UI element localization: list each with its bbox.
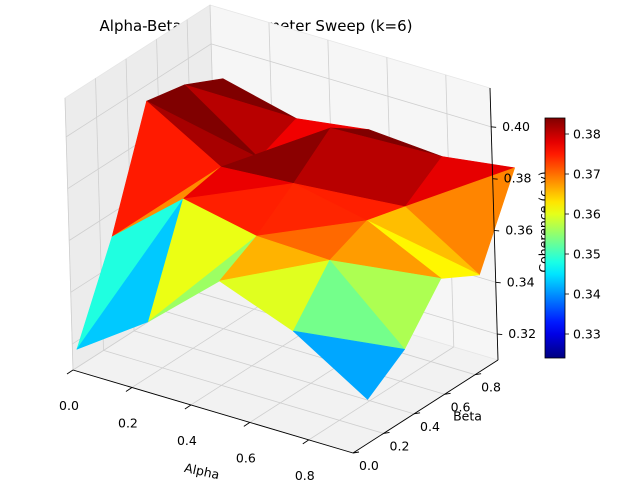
x-tick-mark — [302, 439, 310, 445]
y-axis-label: Beta — [453, 409, 482, 424]
y-tick-label: 0.2 — [390, 438, 410, 453]
y-tick-label: 0.0 — [359, 458, 379, 473]
z-tick-label: 0.36 — [505, 222, 533, 237]
z-tick-label: 0.32 — [508, 326, 536, 341]
y-tick-mark — [444, 392, 451, 395]
z-tick-label: 0.38 — [504, 171, 532, 186]
x-tick-mark — [243, 422, 251, 427]
gridline-y — [103, 350, 384, 434]
y-tick-label: 0.4 — [420, 419, 440, 434]
y-tick-label: 0.6 — [451, 399, 471, 414]
gridline-y — [164, 310, 445, 395]
gridline-y — [64, 97, 74, 371]
x-tick-label: 0.4 — [177, 433, 197, 448]
x-tick-label: 0.0 — [59, 398, 79, 413]
gridline-y — [133, 330, 415, 415]
colorbar-tick-label: 0.33 — [573, 327, 601, 342]
y-axis-line — [352, 359, 499, 454]
colorbar-tick-label: 0.36 — [573, 207, 601, 222]
colorbar-tick-label: 0.35 — [573, 247, 601, 262]
x-tick-label: 0.8 — [295, 468, 315, 480]
z-tick-mark — [492, 178, 498, 180]
colorbar-tick-label: 0.38 — [573, 127, 601, 142]
y-tick-mark — [383, 431, 390, 434]
x-axis-label: Alpha — [183, 460, 221, 480]
x-tick-label: 0.2 — [118, 415, 138, 430]
surface-face — [292, 330, 405, 400]
x-tick-mark — [125, 387, 133, 392]
x-axis-line — [72, 369, 354, 454]
z-tick-mark — [491, 126, 497, 128]
gridline-z — [211, 43, 492, 128]
colorbar-gradient — [544, 117, 566, 359]
surface-plot — [76, 78, 516, 400]
y-tick-mark — [413, 412, 421, 415]
z-tick-label: 0.40 — [502, 119, 530, 134]
axes: 0.0 0.2 0.4 0.6 0.8 0.0 0.2 0.4 0.6 0.8 0.32 0.34 0.… — [59, 87, 551, 480]
y-tick-mark — [352, 451, 360, 454]
gridline-x — [308, 346, 455, 441]
z-tick-label: 0.34 — [507, 274, 535, 289]
z-tick-mark — [495, 281, 501, 284]
z-axis-line — [489, 87, 499, 361]
x-tick-label: 0.6 — [236, 450, 256, 465]
gridline-z — [65, 43, 212, 138]
x-tick-mark — [184, 404, 192, 410]
x-tick-mark — [66, 369, 74, 375]
y-tick-mark — [475, 373, 482, 376]
z-tick-mark — [497, 333, 503, 336]
gridline-x — [131, 294, 278, 388]
colorbar-tick-label: 0.34 — [573, 287, 601, 302]
colorbar-tick-label: 0.37 — [573, 167, 601, 182]
y-tick-label: 0.8 — [481, 380, 501, 395]
colorbar: 0.33 0.34 0.35 0.36 0.37 0.38 — [544, 117, 601, 359]
z-tick-mark — [494, 230, 500, 232]
